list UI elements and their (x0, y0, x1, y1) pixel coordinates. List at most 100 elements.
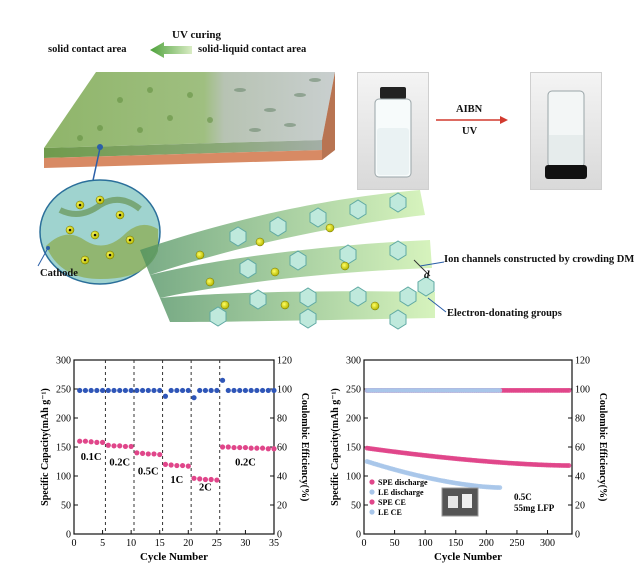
capacity-point (94, 439, 100, 445)
y-tick-label: 0 (66, 530, 71, 541)
legend-entry: LE CE (378, 508, 402, 517)
y-tick-label: 100 (346, 472, 361, 483)
x-tick-label: 100 (418, 538, 433, 549)
ce-point (197, 387, 203, 394)
inset-photo (441, 487, 479, 517)
uv-condition-label: UV (462, 126, 478, 137)
condition-annotation: 0.5C (514, 492, 532, 502)
capacity-point (82, 438, 89, 444)
ce-point (168, 387, 174, 394)
capacity-point (111, 443, 117, 449)
y2-tick-label: 0 (277, 530, 282, 541)
capacity-point (134, 450, 140, 456)
rate-label: 0.5C (138, 466, 159, 477)
ce-point (248, 387, 254, 394)
x-axis-label: Cycle Number (140, 551, 208, 563)
capacity-point (117, 443, 123, 449)
y2-tick-label: 20 (277, 501, 287, 512)
vial-photo-before (357, 72, 429, 190)
capacity-point (237, 444, 243, 451)
capacity-point (254, 445, 260, 451)
y2-tick-label: 60 (277, 443, 287, 454)
electron-donating-label: Electron-donating groups (447, 308, 562, 319)
capacity-point (105, 442, 111, 448)
ce-point (139, 387, 146, 394)
ce-point (145, 387, 151, 394)
solid-contact-label: solid contact area (48, 44, 127, 55)
ce-point (191, 395, 197, 401)
x-tick-label: 30 (240, 538, 250, 549)
ce-point (82, 387, 89, 394)
legend-entry: SPE discharge (378, 478, 428, 487)
aibn-label: AIBN (456, 104, 483, 115)
ce-point (271, 387, 277, 394)
x-tick-label: 15 (155, 538, 165, 549)
uv-curing-arrow (150, 42, 192, 58)
ce-point (162, 393, 169, 399)
capacity-point (162, 461, 169, 467)
y-tick-label: 50 (351, 501, 361, 512)
x-tick-label: 35 (269, 538, 279, 549)
capacity-point (497, 485, 503, 490)
ion-channels-label: Ion channels constructed by crowding DM (444, 254, 635, 265)
condition-annotation: 55mg LFP (514, 503, 555, 513)
ce-point (259, 387, 266, 394)
y2-tick-label: 120 (575, 356, 590, 367)
cycling-performance-chart: 0 50 100 150 200 250 300 0 50 100 150 200 250 300 0 20 4… (330, 356, 608, 564)
ce-point (497, 388, 503, 393)
ce-point (208, 387, 214, 394)
y2-tick-label: 120 (277, 356, 292, 367)
y-tick-label: 300 (56, 356, 71, 367)
y-tick-label: 0 (356, 530, 361, 541)
ce-point (94, 387, 100, 394)
electrolyte-slab (44, 72, 335, 168)
ce-point (179, 387, 186, 394)
ce-point (111, 387, 117, 394)
ce-point (254, 387, 260, 394)
spacing-d-label: d (424, 269, 430, 281)
y-tick-label: 300 (346, 356, 361, 367)
capacity-point (99, 439, 106, 445)
y-tick-label: 250 (56, 385, 71, 396)
rate-performance-chart: 0 5 10 15 20 25 30 3505010015020025030002040608… (40, 356, 310, 564)
ce-point (134, 387, 140, 394)
capacity-point (208, 476, 214, 483)
y-tick-label: 150 (346, 443, 361, 454)
ce-point (242, 387, 249, 394)
capacity-point (139, 450, 146, 456)
x-tick-label: 150 (448, 538, 463, 549)
capacity-point (191, 475, 197, 481)
capacity-point (77, 438, 83, 444)
rate-label: 0.2C (109, 458, 130, 469)
legend-entry: LE discharge (378, 488, 424, 497)
capacity-point (219, 444, 226, 450)
capacity-point (168, 462, 174, 468)
capacity-point (214, 477, 220, 483)
capacity-point (259, 445, 266, 451)
capacity-point (151, 451, 157, 457)
legend-marker (369, 499, 375, 505)
vial-photo-after (530, 72, 602, 190)
x-tick-label: 5 (100, 538, 105, 549)
capacity-point (174, 462, 180, 469)
rate-label: 2C (199, 483, 212, 494)
ce-point (225, 387, 231, 394)
ce-point (88, 387, 94, 394)
capacity-point (242, 444, 249, 451)
x-tick-label: 250 (509, 538, 524, 549)
x-tick-label: 10 (126, 538, 136, 549)
rate-label: 0.1C (81, 452, 102, 463)
y2-tick-label: 40 (277, 472, 287, 483)
y2-axis-label: Coulombic Efficiency(%) (597, 393, 608, 502)
capacity-point (231, 444, 237, 451)
ce-point (174, 387, 180, 394)
ce-point (151, 387, 157, 394)
capacity-point (88, 439, 94, 445)
capacity-point (265, 446, 271, 452)
ce-point (77, 387, 83, 394)
y-tick-label: 150 (56, 443, 71, 454)
ce-point (122, 387, 129, 394)
capacity-point (122, 443, 129, 450)
y2-tick-label: 100 (575, 385, 590, 396)
uv-curing-label: UV curing (172, 29, 221, 41)
